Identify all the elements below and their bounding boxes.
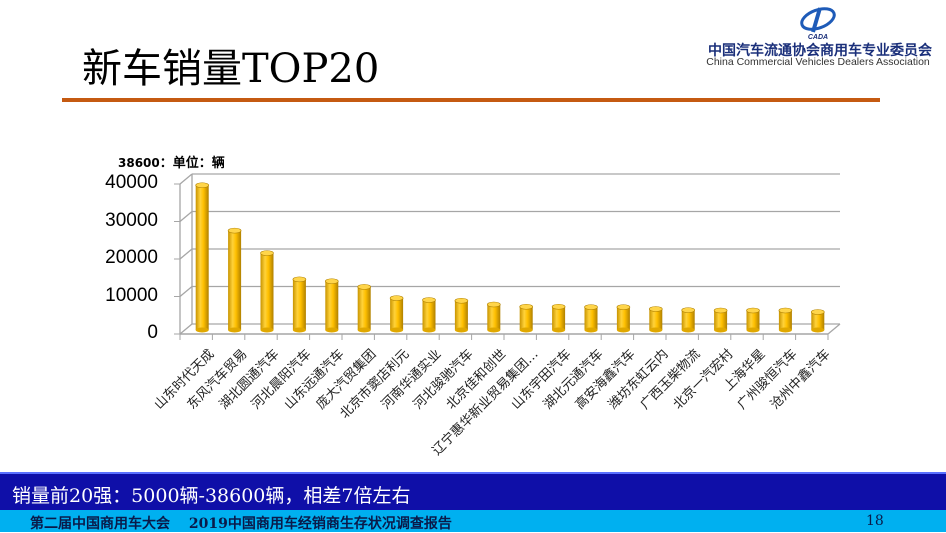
- bar: [681, 307, 696, 333]
- bar: [584, 304, 598, 333]
- bar: [357, 284, 372, 333]
- bar: [713, 307, 728, 333]
- footer-report-title: 第二届中国商用车大会 2019中国商用车经销商生存状况调查报告: [30, 516, 452, 532]
- bar: [810, 309, 825, 333]
- bar: [519, 303, 534, 333]
- max-value-annotation: 38600: [118, 156, 160, 170]
- unit-note: 38600：单位：辆: [118, 152, 225, 171]
- page-title: 新车销量TOP20: [82, 46, 380, 92]
- chart-plot-area: [174, 173, 841, 340]
- bar: [486, 301, 501, 333]
- footer-bar: 第二届中国商用车大会 2019中国商用车经销商生存状况调查报告 18: [0, 510, 946, 532]
- y-axis-tick-label: 0: [147, 322, 158, 343]
- unit-label: ：单位：辆: [159, 156, 225, 171]
- bar: [195, 182, 209, 333]
- summary-banner: 销量前20强：5000辆-38600辆，相差7倍左右: [0, 472, 946, 512]
- association-name-cn: 中国汽车流通协会商用车专业委员会: [708, 43, 932, 59]
- title-divider: [62, 98, 880, 102]
- association-logo: CADA 中国汽车流通协会商用车专业委员会 China Commercial V…: [690, 4, 946, 68]
- bar: [746, 307, 760, 333]
- page-number: 18: [866, 513, 884, 529]
- bar: [551, 303, 566, 333]
- bar: [454, 297, 469, 333]
- bar-chart: 0 10000 20000 30000 40000 山东时代天成 东风汽车贸易 湖北圆通汽车…: [105, 172, 841, 459]
- bar: [227, 227, 242, 333]
- bar: [292, 276, 307, 333]
- association-name-en: China Commercial Vehicles Dealers Associ…: [706, 56, 930, 68]
- y-axis-tick-label: 30000: [105, 209, 158, 231]
- bar: [778, 307, 793, 333]
- y-axis-tick-label: 10000: [105, 284, 158, 306]
- y-axis-tick-label: 40000: [105, 172, 158, 193]
- bar: [324, 278, 339, 333]
- y-axis-tick-label: 20000: [105, 247, 158, 268]
- bar: [260, 250, 274, 333]
- bar: [422, 297, 436, 333]
- cada-logo-icon: CADA: [800, 7, 836, 40]
- bar: [648, 306, 663, 333]
- bar: [616, 304, 631, 333]
- bar: [389, 295, 404, 333]
- summary-text: 销量前20强：5000辆-38600辆，相差7倍左右: [12, 485, 411, 507]
- svg-text:CADA: CADA: [808, 34, 828, 40]
